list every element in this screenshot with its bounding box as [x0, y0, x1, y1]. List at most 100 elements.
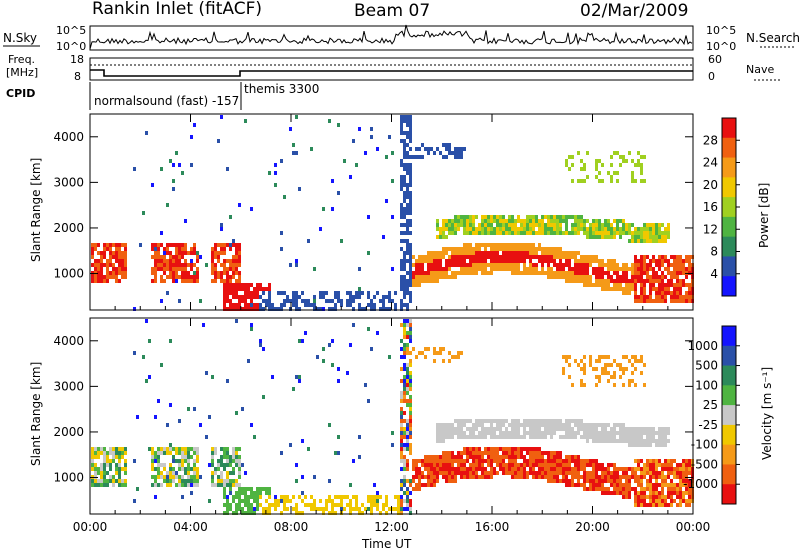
heatmap-cell: [619, 163, 622, 167]
heatmap-cell: [478, 447, 481, 451]
heatmap-cell: [664, 443, 667, 447]
heatmap-cell: [505, 467, 508, 471]
heatmap-cell: [409, 271, 412, 275]
heatmap-cell: [598, 259, 601, 263]
heatmap-cell: [118, 279, 121, 283]
heatmap-cell: [625, 471, 628, 475]
heatmap-cell: [571, 483, 574, 487]
heatmap-cell: [457, 435, 460, 439]
heatmap-cell: [460, 467, 463, 471]
heatmap-cell: [469, 223, 472, 227]
heatmap-cell: [211, 263, 214, 267]
heatmap-cell: [664, 439, 667, 443]
heatmap-cell: [403, 367, 406, 371]
heatmap-cell: [532, 271, 535, 275]
heatmap-cell: [484, 271, 487, 275]
heatmap-cell: [505, 451, 508, 455]
ytick-label: 4000: [53, 334, 84, 348]
heatmap-cell: [619, 439, 622, 443]
heatmap-cell: [616, 271, 619, 275]
heatmap-cell: [409, 431, 412, 435]
heatmap-cell: [463, 219, 466, 223]
heatmap-cell: [484, 227, 487, 231]
heatmap-cell: [454, 251, 457, 255]
heatmap-cell: [223, 283, 226, 287]
heatmap-cell: [553, 223, 556, 227]
heatmap-cell: [664, 299, 667, 303]
heatmap-cell: [223, 487, 226, 491]
heatmap-cell: [628, 475, 631, 479]
heatmap-cell: [220, 479, 223, 483]
heatmap-cell: [157, 483, 160, 487]
heatmap-cell: [634, 495, 637, 499]
heatmap-cell: [157, 243, 160, 247]
heatmap-cell: [664, 431, 667, 435]
heatmap-cell: [235, 319, 238, 323]
heatmap-cell: [94, 483, 97, 487]
heatmap-cell: [670, 467, 673, 471]
heatmap-cell: [541, 251, 544, 255]
heatmap-cell: [595, 487, 598, 491]
heatmap-cell: [487, 475, 490, 479]
heatmap-cell: [187, 459, 190, 463]
heatmap-cell: [544, 419, 547, 423]
heatmap-cell: [592, 467, 595, 471]
heatmap-cell: [541, 431, 544, 435]
heatmap-cell: [262, 511, 265, 515]
heatmap-cell: [553, 459, 556, 463]
heatmap-cell: [355, 507, 358, 511]
heatmap-cell: [565, 231, 568, 235]
heatmap-cell: [640, 371, 643, 375]
heatmap-cell: [538, 455, 541, 459]
heatmap-cell: [634, 443, 637, 447]
heatmap-cell: [595, 367, 598, 371]
heatmap-cell: [451, 219, 454, 223]
heatmap-cell: [622, 371, 625, 375]
heatmap-cell: [406, 431, 409, 435]
heatmap-cell: [661, 287, 664, 291]
heatmap-cell: [562, 427, 565, 431]
heatmap-cell: [670, 463, 673, 467]
heatmap-cell: [244, 283, 247, 287]
heatmap-cell: [412, 263, 415, 267]
heatmap-cell: [445, 435, 448, 439]
heatmap-cell: [547, 463, 550, 467]
heatmap-cell: [409, 219, 412, 223]
heatmap-cell: [676, 503, 679, 507]
heatmap-cell: [418, 471, 421, 475]
heatmap-cell: [163, 479, 166, 483]
colorbar-swatch: [722, 444, 736, 465]
xtick-label: 16:00: [475, 520, 510, 534]
heatmap-cell: [214, 483, 217, 487]
heatmap-cell: [178, 259, 181, 263]
heatmap-cell: [529, 435, 532, 439]
heatmap-cell: [487, 223, 490, 227]
heatmap-cell: [253, 303, 256, 307]
heatmap-cell: [118, 475, 121, 479]
heatmap-cell: [406, 487, 409, 491]
heatmap-cell: [460, 475, 463, 479]
heatmap-cell: [406, 499, 409, 503]
heatmap-cell: [313, 267, 316, 271]
heatmap-cell: [160, 263, 163, 267]
heatmap-cell: [511, 231, 514, 235]
heatmap-cell: [535, 451, 538, 455]
heatmap-cell: [235, 459, 238, 463]
heatmap-cell: [640, 499, 643, 503]
heatmap-cell: [427, 347, 430, 351]
heatmap-cell: [472, 247, 475, 251]
heatmap-cell: [607, 171, 610, 175]
heatmap-cell: [451, 471, 454, 475]
heatmap-cell: [646, 431, 649, 435]
heatmap-cell: [523, 247, 526, 251]
heatmap-cell: [481, 215, 484, 219]
heatmap-cell: [196, 471, 199, 475]
heatmap-cell: [232, 467, 235, 471]
heatmap-cell: [457, 259, 460, 263]
heatmap-cell: [577, 455, 580, 459]
heatmap-cell: [421, 475, 424, 479]
heatmap-cell: [169, 467, 172, 471]
heatmap-cell: [622, 431, 625, 435]
heatmap-cell: [487, 263, 490, 267]
